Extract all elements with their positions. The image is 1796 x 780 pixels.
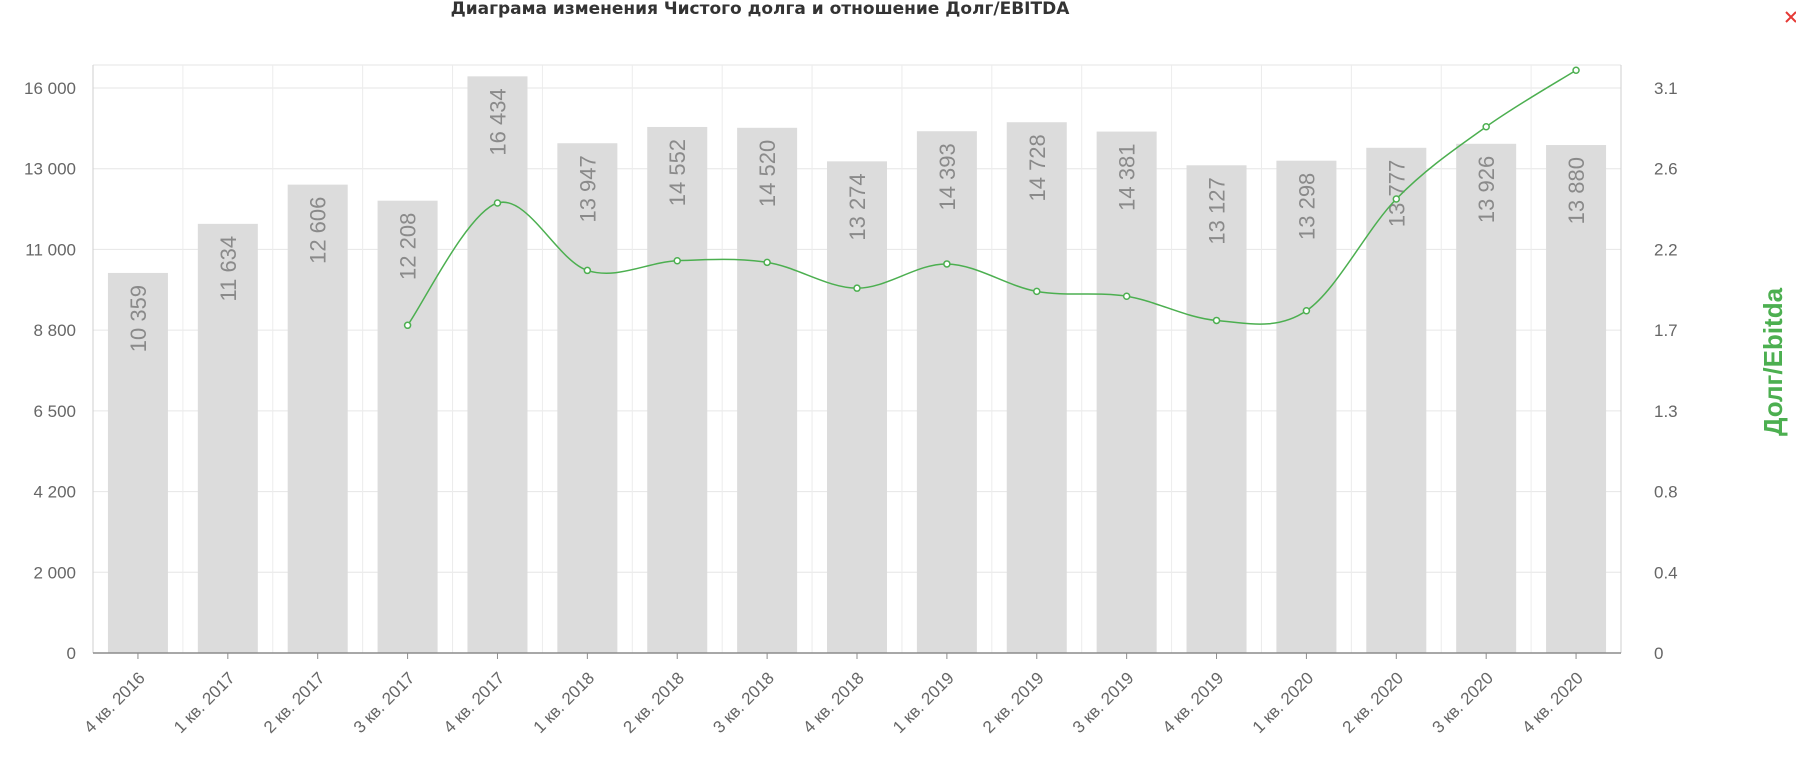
bar-value-label: 14 393 [935,143,960,210]
x-tick-label: 3 кв. 2018 [709,668,778,737]
bar [1546,145,1607,654]
bar-labels: 10 359 11 634 12 606 12 208 16 434 13 947 14 5… [126,88,1589,352]
bar-value-label: 13 127 [1205,177,1230,244]
left-tick-label: 6 500 [33,402,76,421]
line-point [853,284,861,292]
x-tick-label: 1 кв. 2018 [530,668,599,737]
close-icon [1785,11,1796,23]
line-point [1572,66,1580,74]
x-tick-label: 1 кв. 2019 [889,668,958,737]
bar [1096,131,1157,653]
line-point [403,321,412,330]
x-tick-label: 2 кв. 2017 [260,668,329,737]
line-point [1302,307,1311,315]
line-point [493,199,502,207]
bar-value-label: 13 926 [1474,156,1499,223]
bars [107,76,1607,654]
bar [737,127,798,654]
bar [467,76,528,653]
bar-value-label: 13 777 [1384,160,1409,227]
bar-value-label: 14 552 [665,139,690,206]
x-tick-label: 3 кв. 2020 [1428,668,1497,737]
right-tick-label: 0 [1654,644,1663,663]
line-point [1033,287,1041,296]
bar [557,143,618,653]
left-tick-label: 13 000 [24,160,76,179]
x-tick-label: 4 кв. 2019 [1159,668,1228,737]
left-tick-label: 4 200 [33,483,76,502]
x-tick-label: 2 кв. 2020 [1339,668,1408,737]
line-point [1482,122,1490,131]
x-tick-label: 1 кв. 2020 [1249,668,1318,737]
left-axis-ticks: 0 2 000 4 200 6 500 8 800 11 000 13 000 16 000 [24,79,76,663]
bar [1006,122,1067,654]
line-point [1212,316,1221,325]
bar [107,272,168,653]
bar [377,200,438,654]
x-tick-label: 4 кв. 2018 [799,668,868,737]
x-tick-label: 2 кв. 2018 [620,668,689,737]
line-point [1392,195,1401,203]
chart-title: Диаграма изменения Чистого долга и отнош… [450,0,1070,19]
x-tick-label: 3 кв. 2017 [350,668,419,737]
right-tick-label: 1.7 [1654,321,1678,340]
bar-value-label: 13 274 [845,173,870,240]
left-tick-label: 8 800 [33,321,76,340]
bar-value-label: 14 381 [1115,144,1140,211]
left-tick-label: 16 000 [24,79,76,98]
bar [1366,147,1427,654]
bar-value-label: 13 880 [1564,157,1589,224]
bar [1276,160,1337,654]
line-point [673,256,681,265]
right-tick-label: 1.3 [1654,402,1678,421]
line-point [583,266,592,275]
x-tick-label: 4 кв. 2017 [440,668,509,737]
right-axis-ticks: 0 0.4 0.8 1.3 1.7 2.2 2.6 3.1 [1654,79,1678,663]
bar [916,131,977,653]
right-tick-label: 2.2 [1654,240,1678,259]
bar [827,161,887,653]
close-button[interactable] [1778,10,1796,38]
bar [287,184,348,654]
x-tick-label: 4 кв. 2016 [80,668,149,737]
bar [647,126,708,654]
right-tick-label: 2.6 [1654,160,1678,179]
bar-value-label: 12 606 [306,197,331,264]
left-tick-label: 2 000 [33,563,76,582]
debt-ebitda-line [403,66,1580,330]
right-tick-label: 0.8 [1654,483,1678,502]
bar-value-label: 11 634 [216,236,241,302]
bar-value-label: 12 208 [396,213,421,280]
bar [1186,165,1247,654]
bar-value-label: 16 434 [485,88,510,155]
x-tick-label: 3 кв. 2019 [1069,668,1138,737]
bar-value-label: 10 359 [126,285,151,352]
x-tick-label: 4 кв. 2020 [1518,668,1587,737]
line-point [943,260,951,268]
bar [197,223,258,653]
line-point [763,258,771,267]
bar-value-label: 14 520 [755,140,780,207]
left-tick-label: 0 [67,644,76,663]
left-tick-label: 11 000 [25,240,76,259]
x-axis-ticks: 4 кв. 2016 1 кв. 2017 2 кв. 2017 3 кв. 2017… [80,653,1587,737]
bar-value-label: 13 298 [1294,173,1319,240]
right-tick-label: 3.1 [1654,79,1678,98]
x-tick-label: 2 кв. 2019 [979,668,1048,737]
line-point [1122,292,1131,300]
bar-value-label: 13 947 [575,155,600,222]
bar [1456,143,1517,653]
x-tick-label: 1 кв. 2017 [170,668,239,737]
right-tick-label: 0.4 [1654,563,1678,582]
right-axis-title: Долг/Ebitda [1758,287,1788,436]
bar-value-label: 14 728 [1025,134,1050,201]
